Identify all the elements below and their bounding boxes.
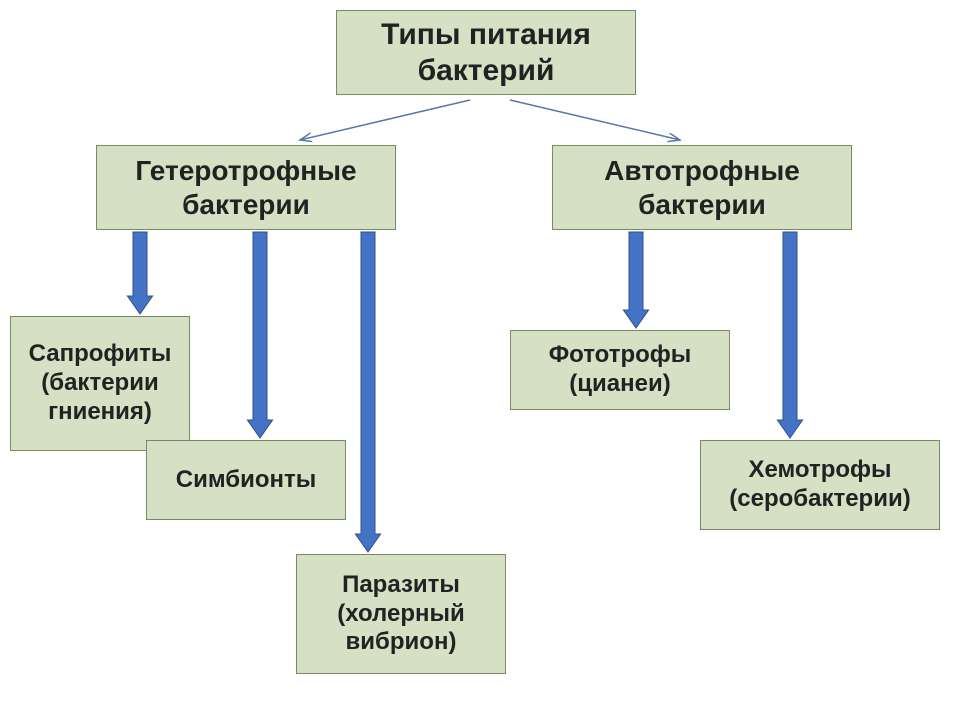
node-autotrophic: Автотрофные бактерии	[552, 145, 852, 230]
node-root-label: Типы питания бактерий	[343, 17, 629, 89]
node-symbionts: Симбионты	[146, 440, 346, 520]
node-para-label: Паразиты (холерный вибрион)	[303, 571, 499, 657]
node-symb-label: Симбионты	[176, 466, 317, 495]
node-saprophytes: Сапрофиты (бактерии гниения)	[10, 316, 190, 451]
node-parasites: Паразиты (холерный вибрион)	[296, 554, 506, 674]
node-heterotrophic: Гетеротрофные бактерии	[96, 145, 396, 230]
node-chemotrophs: Хемотрофы (серобактерии)	[700, 440, 940, 530]
node-chemo-label: Хемотрофы (серобактерии)	[707, 456, 933, 514]
node-root: Типы питания бактерий	[336, 10, 636, 95]
node-photo-label: Фототрофы (цианеи)	[517, 341, 723, 399]
node-phototrophs: Фототрофы (цианеи)	[510, 330, 730, 410]
node-sapro-label: Сапрофиты (бактерии гниения)	[17, 340, 183, 426]
node-auto-label: Автотрофные бактерии	[559, 154, 845, 221]
node-hetero-label: Гетеротрофные бактерии	[103, 154, 389, 221]
